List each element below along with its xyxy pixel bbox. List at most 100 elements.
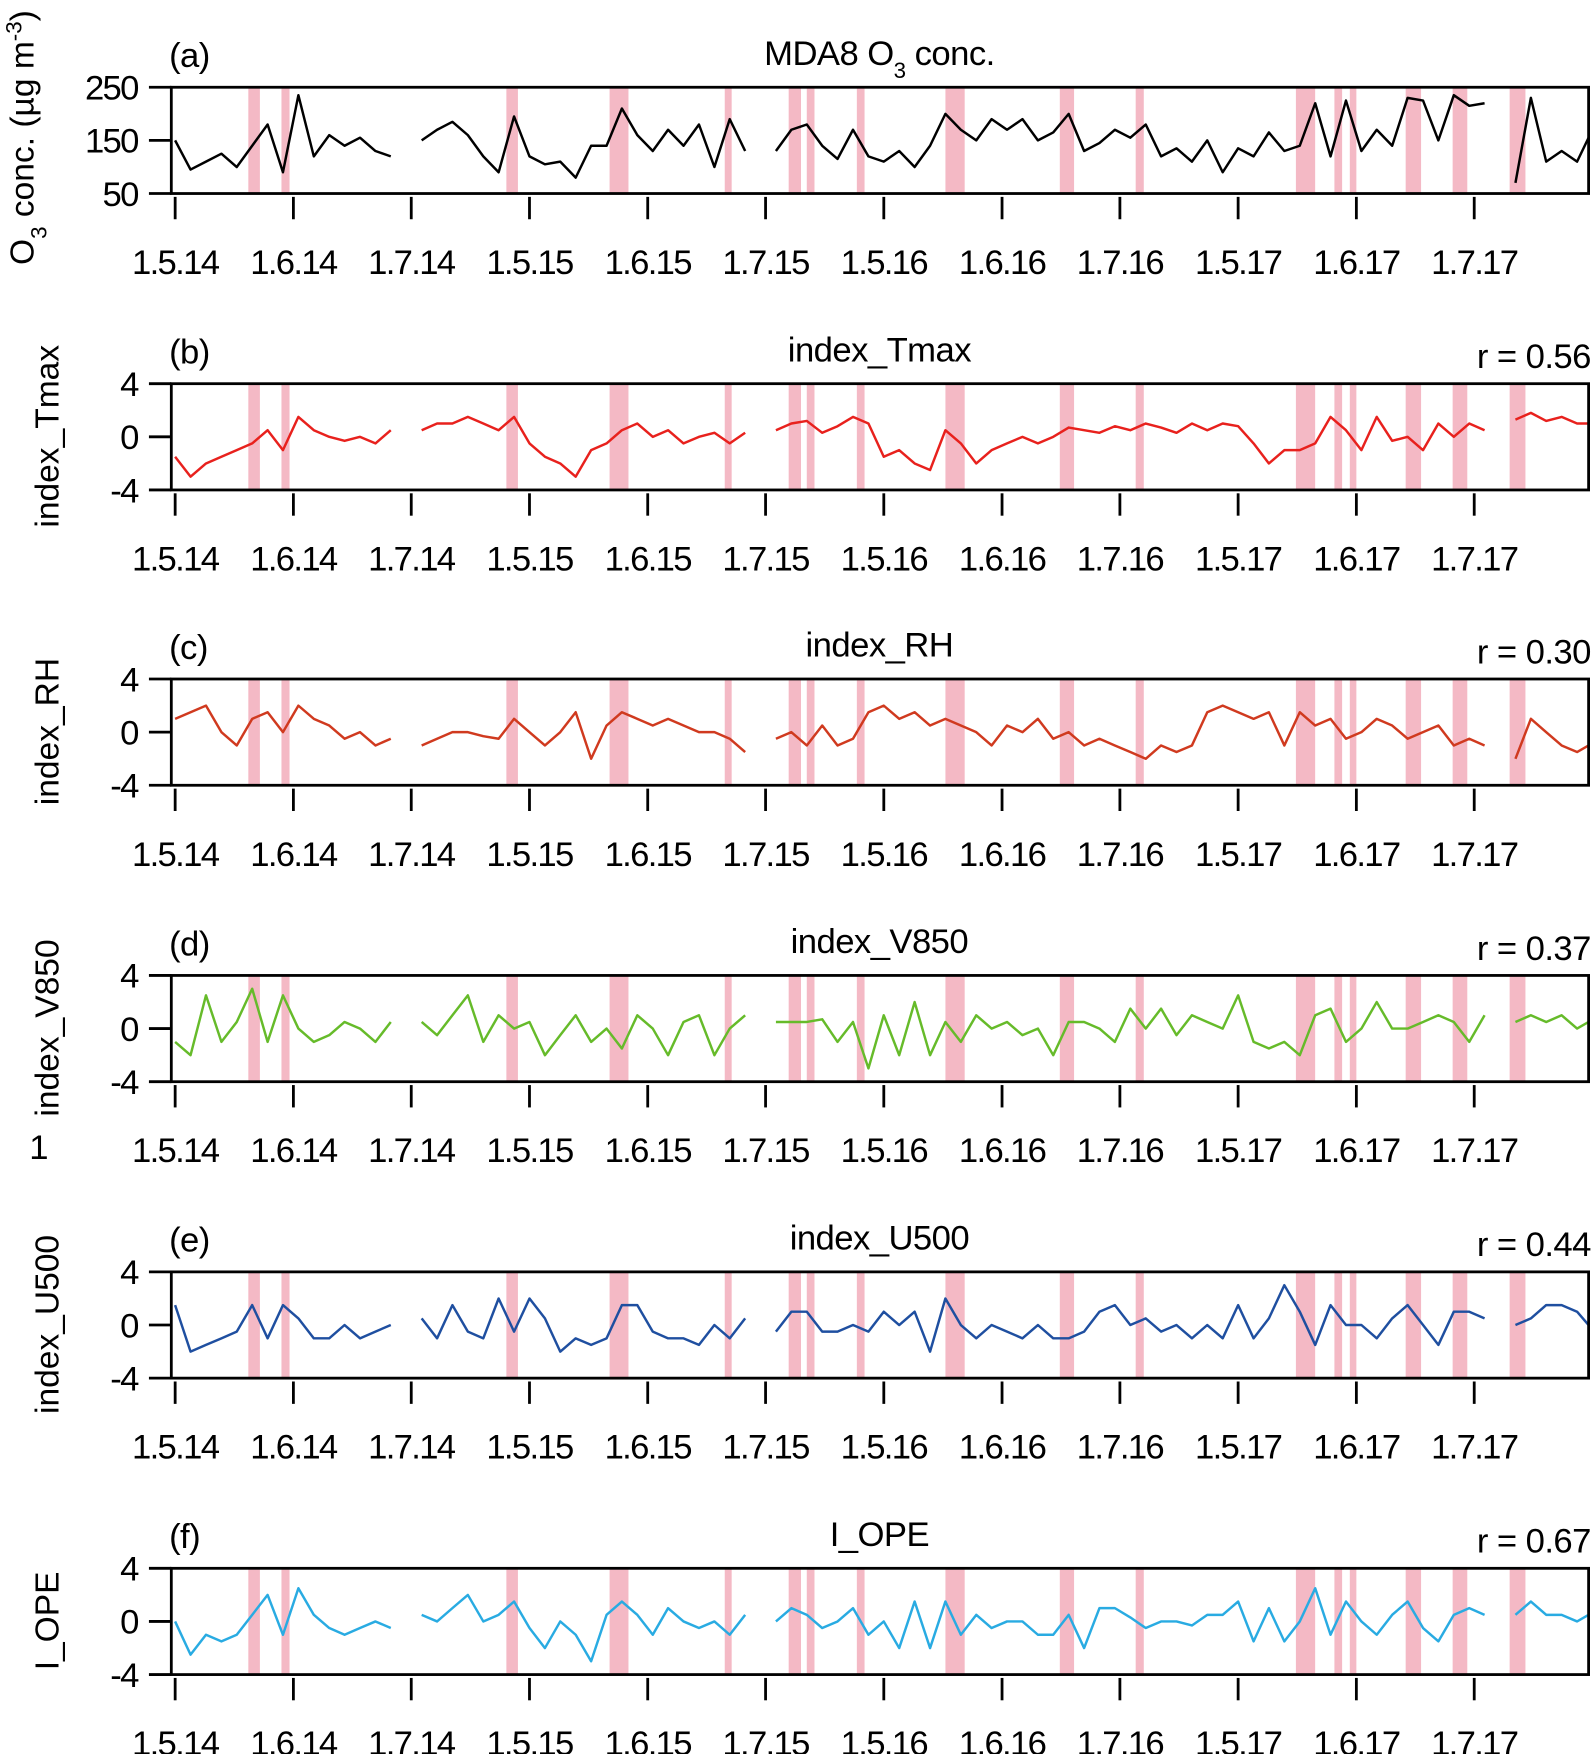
y-tick-label: 4 — [120, 958, 139, 996]
highlight-band — [856, 1271, 865, 1379]
highlight-band — [1452, 679, 1468, 786]
highlight-band — [1295, 679, 1316, 786]
highlight-band — [1135, 975, 1144, 1082]
highlight-band — [945, 975, 965, 1082]
highlight-band — [1509, 975, 1526, 1082]
highlight-band — [806, 383, 815, 490]
x-tick-label: 1.7.17 — [1431, 540, 1518, 578]
x-tick-label: 1.5.15 — [486, 1429, 573, 1467]
text-part: index_U500 — [29, 1235, 66, 1414]
x-tick-label: 1.5.17 — [1195, 836, 1282, 874]
x-tick-label: 1.5.14 — [132, 1132, 220, 1170]
correlation-label: r = 0.37 — [1477, 930, 1591, 968]
highlight-band — [788, 679, 802, 786]
highlight-band — [788, 383, 802, 490]
x-tick-label: 1.7.15 — [722, 836, 809, 874]
series-line — [1514, 1014, 1590, 1030]
highlight-band — [945, 679, 965, 786]
highlight-band — [1509, 87, 1526, 194]
y-tick-label: -4 — [110, 768, 139, 806]
highlight-band — [248, 1271, 260, 1379]
highlight-band — [1509, 679, 1526, 786]
highlight-band — [1452, 87, 1468, 194]
highlight-band — [281, 679, 290, 786]
panel-label: (e) — [169, 1222, 210, 1260]
x-tick-label: 1.6.16 — [959, 1725, 1046, 1754]
highlight-band — [724, 87, 732, 194]
highlight-band — [1135, 679, 1144, 786]
y-tick-label: 250 — [85, 70, 138, 108]
highlight-band — [609, 383, 629, 490]
x-tick-label: 1.6.14 — [250, 1725, 338, 1754]
x-tick-label: 1.6.17 — [1313, 1725, 1400, 1754]
highlight-band — [806, 1271, 815, 1379]
highlight-band — [1452, 1568, 1468, 1675]
panel-c: 4 0 -4 1.5.14 1.6.14 1.7.14 1.5.15 1.6.15 1.7.15… — [29, 627, 1591, 874]
panel-label: (c) — [169, 629, 208, 667]
x-tick-label: 1.7.15 — [722, 540, 809, 578]
series-line — [174, 987, 392, 1057]
text-part: MDA8 O — [764, 35, 894, 73]
text-part: 3 — [894, 57, 906, 82]
y-tick-label: 0 — [120, 1307, 138, 1345]
highlight-band — [724, 679, 732, 786]
y-tick-label: 0 — [120, 1011, 138, 1049]
series-line — [1514, 1303, 1590, 1327]
panel-title: index_U500 — [790, 1220, 969, 1258]
series-line — [775, 415, 1486, 472]
correlation-label: r = 0.30 — [1477, 633, 1591, 671]
highlight-band — [506, 975, 518, 1082]
highlight-band — [609, 679, 629, 786]
highlight-band — [1295, 1568, 1316, 1675]
panel-title: index_Tmax — [788, 331, 971, 369]
y-axis-label: index_V850 — [29, 939, 66, 1116]
highlight-band — [609, 1568, 629, 1675]
series-line — [775, 994, 1486, 1070]
highlight-band — [248, 383, 260, 490]
x-tick-label: 1.5.16 — [841, 540, 928, 578]
panel-label: (b) — [169, 334, 210, 372]
highlight-band — [945, 1271, 965, 1379]
series-line — [173, 1303, 392, 1353]
x-tick-label: 1.5.17 — [1195, 244, 1282, 282]
highlight-band — [1059, 87, 1075, 194]
highlight-band — [788, 1271, 802, 1379]
highlight-band — [1135, 1271, 1144, 1379]
series-line — [420, 1297, 747, 1353]
x-tick-label: 1.7.16 — [1077, 1429, 1164, 1467]
text-part: index_RH — [806, 627, 954, 665]
x-tick-label: 1.7.15 — [722, 1725, 809, 1754]
x-tick-label: 1.5.16 — [841, 1725, 928, 1754]
series-line — [174, 93, 392, 174]
series-line — [1514, 717, 1590, 760]
x-tick-label: 1.6.16 — [959, 1132, 1046, 1170]
y-axis-label: O3 conc. (µg m-3) — [1, 10, 51, 265]
highlight-band — [609, 1271, 629, 1379]
x-tick-label: 1.7.17 — [1431, 836, 1518, 874]
highlight-band — [248, 975, 260, 1082]
panel-label: (a) — [169, 37, 210, 75]
x-tick-label: 1.6.15 — [605, 1429, 692, 1467]
highlight-band — [1405, 1568, 1422, 1675]
x-tick-label: 1.7.16 — [1077, 540, 1164, 578]
highlight-band — [281, 975, 290, 1082]
plot-frame — [169, 1566, 1591, 1676]
x-tick-label: 1.6.14 — [250, 1132, 338, 1170]
highlight-band — [1334, 383, 1343, 490]
x-tick-label: 1.5.17 — [1195, 1132, 1282, 1170]
series-line — [173, 1586, 392, 1656]
correlation-label: r = 0.56 — [1477, 338, 1591, 376]
x-tick-label: 1.6.16 — [959, 836, 1046, 874]
x-tick-label: 1.5.14 — [132, 540, 220, 578]
x-tick-label: 1.7.14 — [368, 1132, 456, 1170]
highlight-band — [856, 679, 865, 786]
series-line — [174, 704, 392, 747]
highlight-band — [806, 1568, 815, 1675]
panel-b: 4 0 -4 1.5.14 1.6.14 1.7.14 1.5.15 1.6.15 1.7.15… — [29, 331, 1591, 578]
highlight-band — [506, 679, 518, 786]
stray-label: 1 — [29, 1129, 47, 1167]
y-tick-label: -4 — [110, 472, 139, 510]
panel-label: (f) — [169, 1518, 200, 1556]
plot-frame — [169, 85, 1591, 195]
highlight-band — [506, 87, 518, 194]
